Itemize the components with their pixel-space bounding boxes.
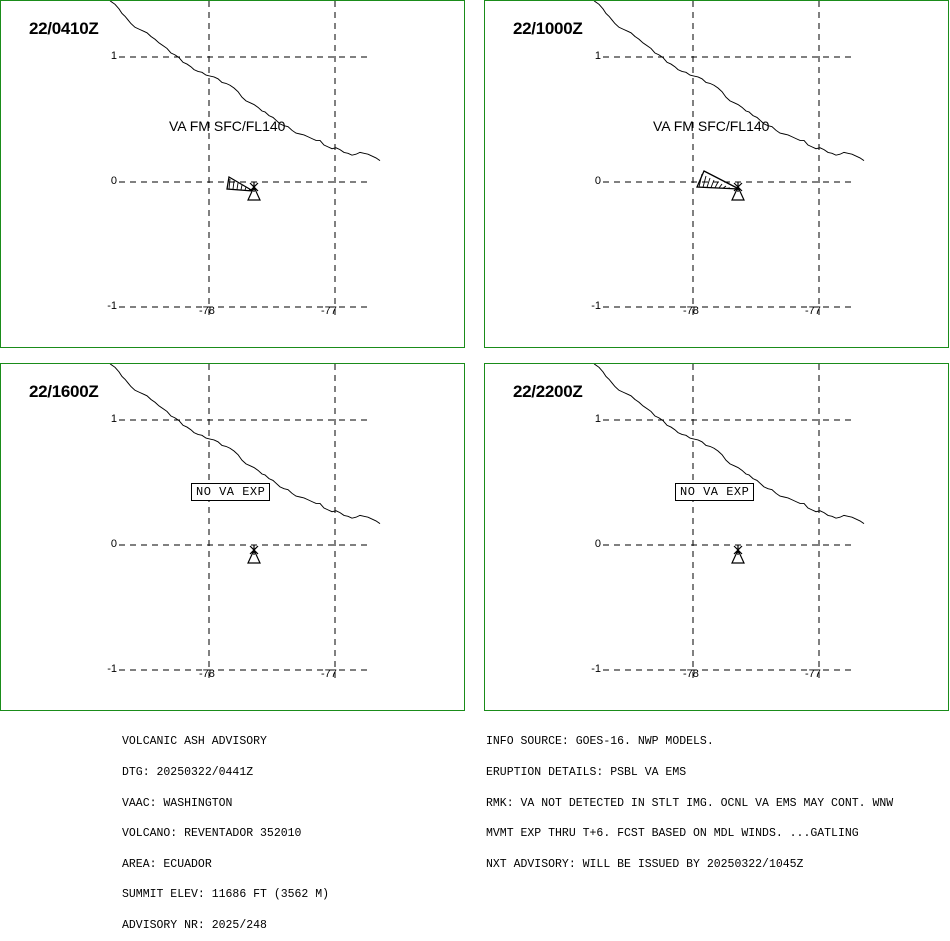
- advisory-info-left: VOLCANIC ASH ADVISORY DTG: 20250322/0441…: [122, 717, 329, 941]
- panel-time: 22/1000Z: [513, 19, 582, 39]
- lon-label-minus77: -77: [805, 668, 821, 680]
- ash-plume-hatch: [245, 187, 246, 190]
- ash-level-label: VA FM SFC/FL140: [169, 118, 285, 134]
- lat-label-minus1: -1: [581, 663, 601, 675]
- advisory-area: AREA: ECUADOR: [122, 860, 329, 870]
- eruption-burst-icon: [250, 545, 258, 555]
- lat-label-1: 1: [581, 413, 601, 425]
- lat-label-0: 0: [97, 538, 117, 550]
- forecast-panel-t18: 22/2200Z 1 0 -1 -78 -77 NO VA EXP: [484, 363, 949, 711]
- ash-plume-outline: [227, 177, 253, 191]
- eruption-burst-icon: [250, 182, 258, 192]
- forecast-panel-t12: 22/1600Z 1 0 -1 -78 -77 NO VA EXP: [0, 363, 465, 711]
- advisory-dtg: DTG: 20250322/0441Z: [122, 768, 329, 778]
- lat-label-0: 0: [97, 175, 117, 187]
- lon-label-minus77: -77: [321, 305, 337, 317]
- forecast-panel-t6: 22/1000Z 1 0 -1 -78 -77 VA FM SFC/FL140: [484, 0, 949, 348]
- advisory-remarks-cont: MVMT EXP THRU T+6. FCST BASED ON MDL WIN…: [486, 829, 893, 839]
- lat-label-minus1: -1: [97, 300, 117, 312]
- ash-plume-hatch: [237, 183, 238, 190]
- forecast-panel-t0: 22/0410Z 1 0 -1 -78 -77 VA FM SFC/FL140: [0, 0, 465, 348]
- no-ash-box: NO VA EXP: [675, 483, 754, 501]
- advisory-number: ADVISORY NR: 2025/248: [122, 921, 329, 931]
- advisory-info-source: INFO SOURCE: GOES-16. NWP MODELS.: [486, 737, 893, 747]
- coastline: [591, 1, 864, 161]
- panel-time: 22/2200Z: [513, 382, 582, 402]
- lat-label-1: 1: [97, 50, 117, 62]
- advisory-summit-elev: SUMMIT ELEV: 11686 FT (3562 M): [122, 890, 329, 900]
- ash-level-label: VA FM SFC/FL140: [653, 118, 769, 134]
- lon-label-minus78: -78: [199, 668, 215, 680]
- advisory-remarks: RMK: VA NOT DETECTED IN STLT IMG. OCNL V…: [486, 799, 893, 809]
- lat-label-1: 1: [97, 413, 117, 425]
- eruption-burst-icon: [734, 545, 742, 555]
- coastline: [107, 1, 380, 161]
- ash-plume-hatch: [707, 178, 710, 187]
- lon-label-minus78: -78: [683, 668, 699, 680]
- advisory-eruption-details: ERUPTION DETAILS: PSBL VA EMS: [486, 768, 893, 778]
- lon-label-minus77: -77: [805, 305, 821, 317]
- lat-label-0: 0: [581, 538, 601, 550]
- ash-plume: [697, 171, 739, 189]
- lon-label-minus78: -78: [683, 305, 699, 317]
- map-graphic: [1, 1, 465, 348]
- ash-plume-hatch: [719, 184, 722, 188]
- lat-label-minus1: -1: [97, 663, 117, 675]
- ash-plume-hatch: [711, 180, 714, 188]
- lon-label-minus78: -78: [199, 305, 215, 317]
- advisory-info-right: INFO SOURCE: GOES-16. NWP MODELS. ERUPTI…: [486, 717, 893, 880]
- map-graphic: [485, 1, 949, 348]
- advisory-next: NXT ADVISORY: WILL BE ISSUED BY 20250322…: [486, 860, 893, 870]
- ash-plume: [227, 177, 253, 191]
- advisory-title: VOLCANIC ASH ADVISORY: [122, 737, 329, 747]
- lat-label-minus1: -1: [581, 300, 601, 312]
- ash-plume-hatch: [229, 179, 230, 189]
- panel-time: 22/0410Z: [29, 19, 98, 39]
- map-graphic: [1, 364, 465, 711]
- lat-label-0: 0: [581, 175, 601, 187]
- ash-plume-hatch: [241, 185, 242, 190]
- lon-label-minus77: -77: [321, 668, 337, 680]
- map-graphic: [485, 364, 949, 711]
- advisory-vaac: VAAC: WASHINGTON: [122, 799, 329, 809]
- panel-time: 22/1600Z: [29, 382, 98, 402]
- advisory-volcano: VOLCANO: REVENTADOR 352010: [122, 829, 329, 839]
- ash-plume-hatch: [715, 182, 718, 188]
- no-ash-box: NO VA EXP: [191, 483, 270, 501]
- lat-label-1: 1: [581, 50, 601, 62]
